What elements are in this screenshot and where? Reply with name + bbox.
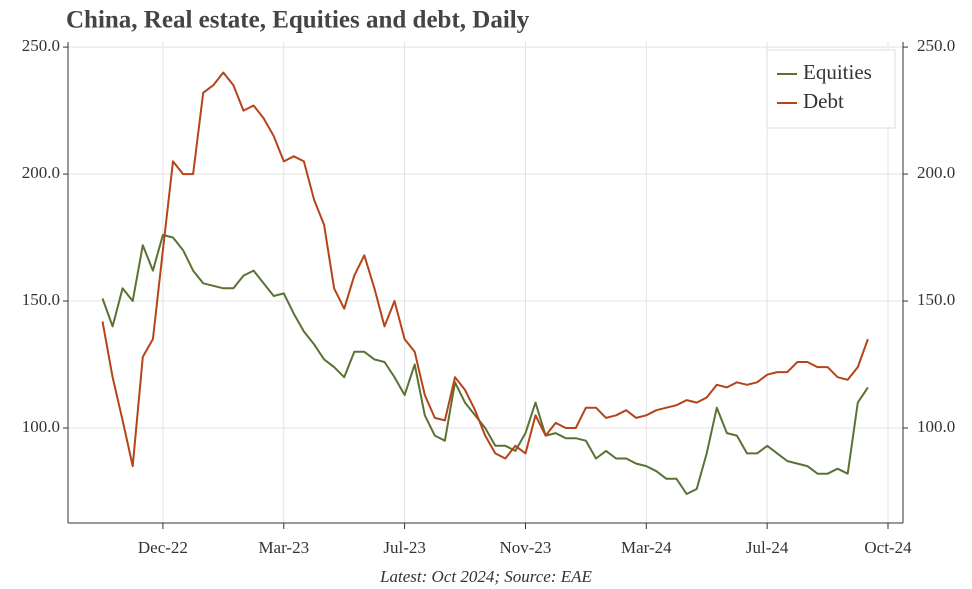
y2-tick-label: 100.0 [917, 417, 955, 436]
x-tick-label: Dec-22 [138, 538, 188, 557]
legend-box [766, 49, 896, 129]
footnote: Latest: Oct 2024; Source: EAE [379, 567, 592, 586]
x-tick-label: Jul-23 [383, 538, 426, 557]
y-tick-label: 150.0 [22, 290, 60, 309]
y2-tick-label: 250.0 [917, 36, 955, 55]
x-tick-label: Mar-23 [258, 538, 309, 557]
y-tick-label: 200.0 [22, 163, 60, 182]
x-tick-label: Mar-24 [621, 538, 672, 557]
x-tick-label: Oct-24 [864, 538, 912, 557]
x-tick-label: Jul-24 [746, 538, 789, 557]
legend-label: Debt [803, 89, 844, 113]
y-tick-label: 100.0 [22, 417, 60, 436]
x-tick-label: Nov-23 [499, 538, 551, 557]
y2-tick-label: 150.0 [917, 290, 955, 309]
chart-title: China, Real estate, Equities and debt, D… [66, 7, 530, 34]
y-tick-label: 250.0 [22, 36, 60, 55]
legend-label: Equities [803, 60, 872, 84]
line-series [101, 234, 869, 495]
line-series [101, 71, 869, 468]
y2-tick-label: 200.0 [917, 163, 955, 182]
